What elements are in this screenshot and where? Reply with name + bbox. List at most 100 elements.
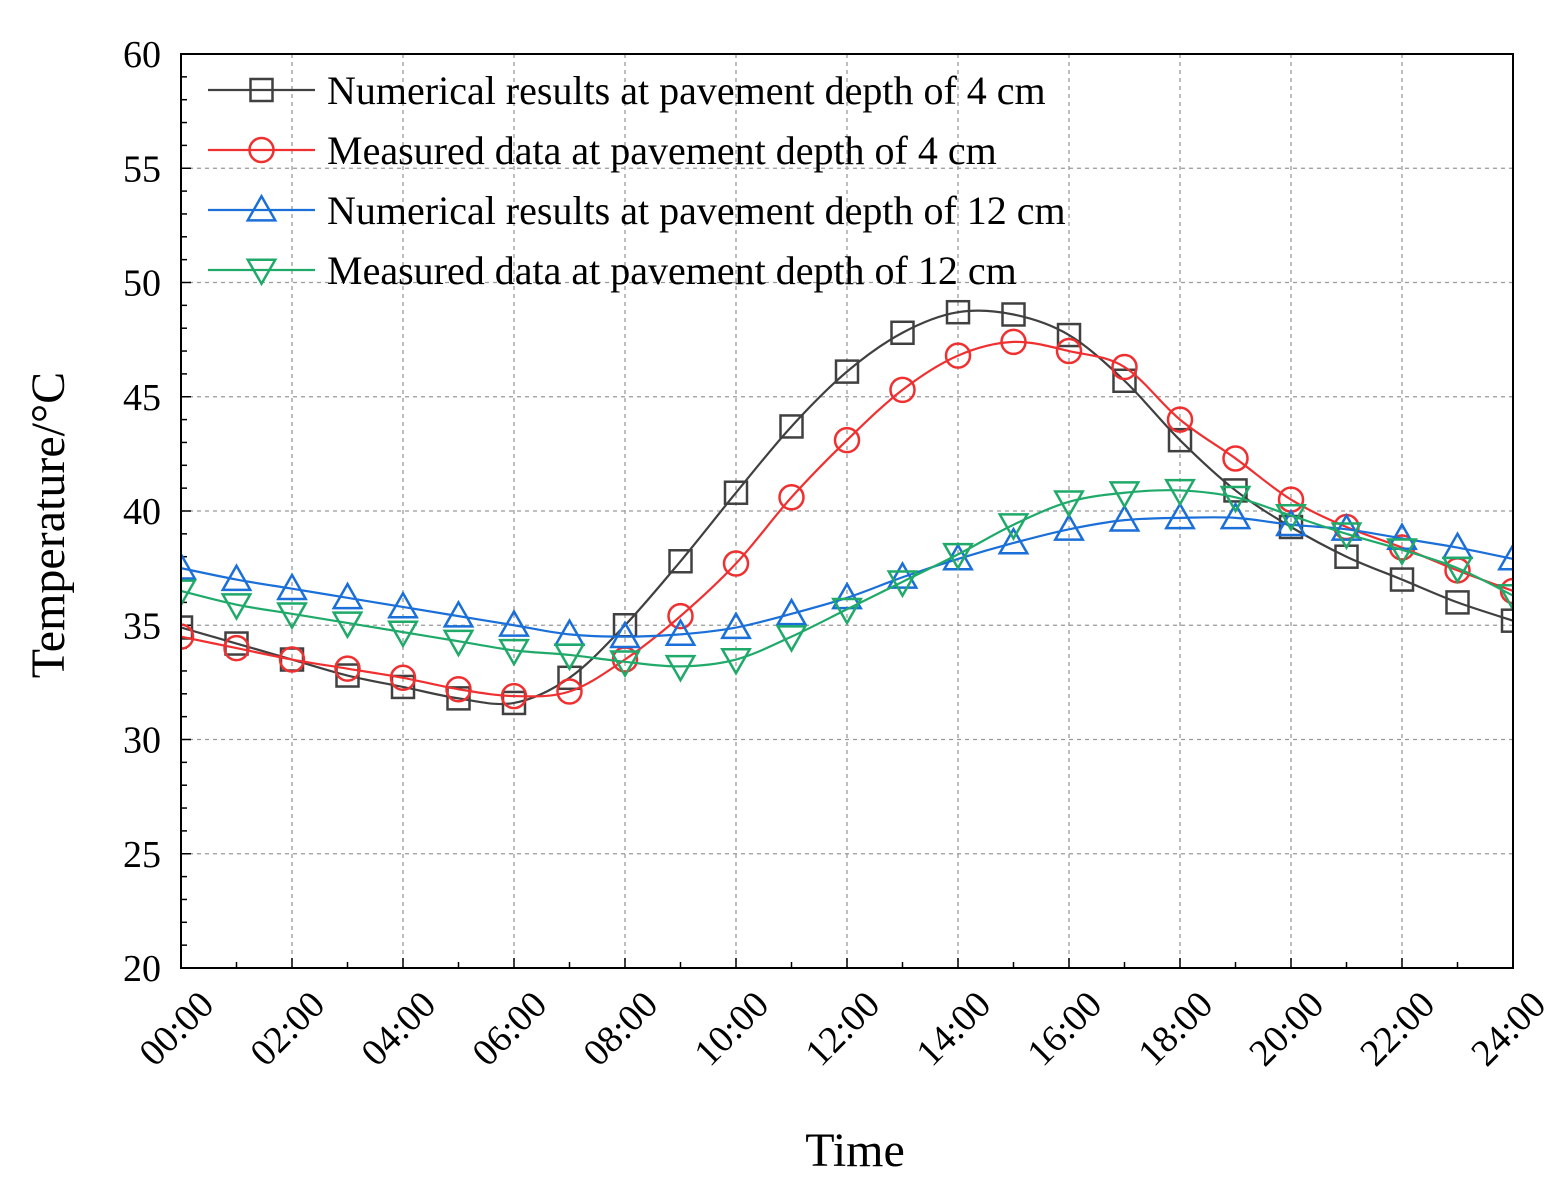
square-marker [890, 320, 915, 346]
triangle-down-marker [609, 650, 641, 679]
x-tick-label: 20:00 [1241, 983, 1332, 1074]
triangle-down-marker [1275, 504, 1307, 532]
y-tick-label: 45 [123, 377, 161, 419]
circle-marker [556, 678, 583, 705]
legend-item-1: Numerical results at pavement depth of 4… [208, 68, 1046, 113]
x-tick-label: 06:00 [464, 983, 555, 1074]
triangle-down-marker [553, 643, 586, 672]
y-axis-title: Temperature/°C [22, 372, 75, 678]
triangle-up-marker [664, 618, 697, 646]
circle-marker [667, 602, 694, 630]
y-tick-label: 20 [123, 948, 161, 990]
square-marker [1389, 567, 1415, 592]
legend-circle-marker [248, 136, 275, 164]
y-tick-label: 60 [123, 34, 161, 76]
circle-marker [500, 682, 528, 710]
triangle-down-marker [1330, 522, 1363, 551]
triangle-up-marker [1053, 513, 1085, 541]
x-tick-label: 18:00 [1130, 983, 1221, 1074]
circle-marker [889, 376, 916, 404]
square-marker [1112, 368, 1137, 394]
x-tick-labels: 00:00 02:00 04:00 06:00 08:00 10:00 12:00 14:00… [131, 983, 1554, 1074]
triangle-up-marker [220, 563, 253, 592]
square-marker [945, 299, 971, 325]
triangle-down-marker [181, 579, 197, 608]
circle-marker [278, 646, 306, 673]
x-tick-label: 02:00 [242, 983, 333, 1074]
circle-marker [833, 426, 861, 454]
triangle-down-marker [1386, 538, 1418, 567]
triangle-down-marker [331, 611, 364, 640]
triangle-down-marker [498, 638, 530, 667]
x-tick-label: 12:00 [797, 983, 888, 1074]
square-marker [834, 359, 860, 384]
square-marker [390, 674, 416, 700]
series-4 [181, 478, 1513, 683]
x-tick-label: 04:00 [353, 983, 444, 1074]
circle-marker [778, 484, 805, 511]
square-marker [1001, 302, 1026, 327]
series-2-line [181, 340, 1513, 698]
circle-marker [1166, 406, 1194, 433]
series-1 [181, 299, 1513, 716]
circle-marker [1499, 577, 1513, 605]
circle-marker [1000, 328, 1027, 356]
x-tick-label: 14:00 [908, 983, 999, 1074]
series-4-line [181, 489, 1513, 668]
triangle-up-marker [331, 581, 364, 610]
triangle-up-marker [775, 597, 808, 626]
square-marker [1500, 608, 1513, 633]
triangle-down-marker [720, 647, 752, 676]
triangle-up-marker [1275, 508, 1307, 537]
x-tick-label: 10:00 [686, 983, 777, 1074]
triangle-up-marker [276, 572, 308, 601]
y-tick-label: 40 [123, 491, 161, 533]
circle-marker [1111, 353, 1138, 381]
legend-item-3: Numerical results at pavement depth of 1… [208, 188, 1066, 233]
circle-marker [389, 664, 417, 692]
triangle-up-marker [1219, 501, 1252, 530]
series-layer [181, 299, 1513, 716]
x-axis-title: Time [805, 1124, 905, 1177]
plot-frame [180, 53, 1514, 969]
square-marker [1167, 427, 1193, 453]
legend-triangle-up-marker [245, 193, 278, 222]
triangle-up-marker [609, 620, 641, 649]
square-marker [1445, 590, 1470, 615]
square-marker [446, 686, 471, 711]
y-tick-label: 50 [123, 263, 161, 305]
y-tick-label: 55 [123, 148, 161, 190]
legend-item-4: Measured data at pavement depth of 12 cm [208, 248, 1017, 293]
legend-item-2: Measured data at pavement depth of 4 cm [208, 128, 997, 173]
triangle-down-marker [664, 654, 697, 683]
triangle-up-marker [1330, 513, 1363, 541]
circle-marker [334, 655, 361, 682]
y-tick-label: 25 [123, 834, 161, 876]
circle-marker [1222, 445, 1249, 472]
x-tick-label: 22:00 [1352, 983, 1443, 1074]
x-tick-label: 24:00 [1463, 983, 1554, 1074]
circle-marker [223, 634, 250, 662]
x-tick-label: 16:00 [1019, 983, 1110, 1074]
triangle-down-marker [1053, 490, 1085, 519]
triangle-up-marker [387, 590, 419, 619]
legend: Numerical results at pavement depth of 4… [208, 68, 1066, 293]
legend-triangle-down-marker [245, 258, 278, 287]
legend-label: Measured data at pavement depth of 4 cm [327, 128, 997, 173]
triangle-down-marker [775, 625, 808, 653]
triangle-up-marker [442, 599, 475, 628]
triangle-down-marker [1108, 481, 1141, 509]
triangle-down-marker [1219, 485, 1252, 514]
x-tick-label: 08:00 [575, 983, 666, 1074]
triangle-down-marker [997, 513, 1030, 541]
triangle-up-marker [498, 608, 530, 637]
triangle-down-marker [220, 593, 253, 621]
circle-marker [722, 550, 750, 577]
legend-label: Measured data at pavement depth of 12 cm [327, 248, 1017, 293]
circle-marker [445, 675, 472, 703]
triangle-down-marker [387, 620, 419, 649]
triangle-up-marker [1164, 501, 1196, 530]
circle-marker [1055, 337, 1083, 365]
y-tick-label: 35 [123, 605, 161, 647]
